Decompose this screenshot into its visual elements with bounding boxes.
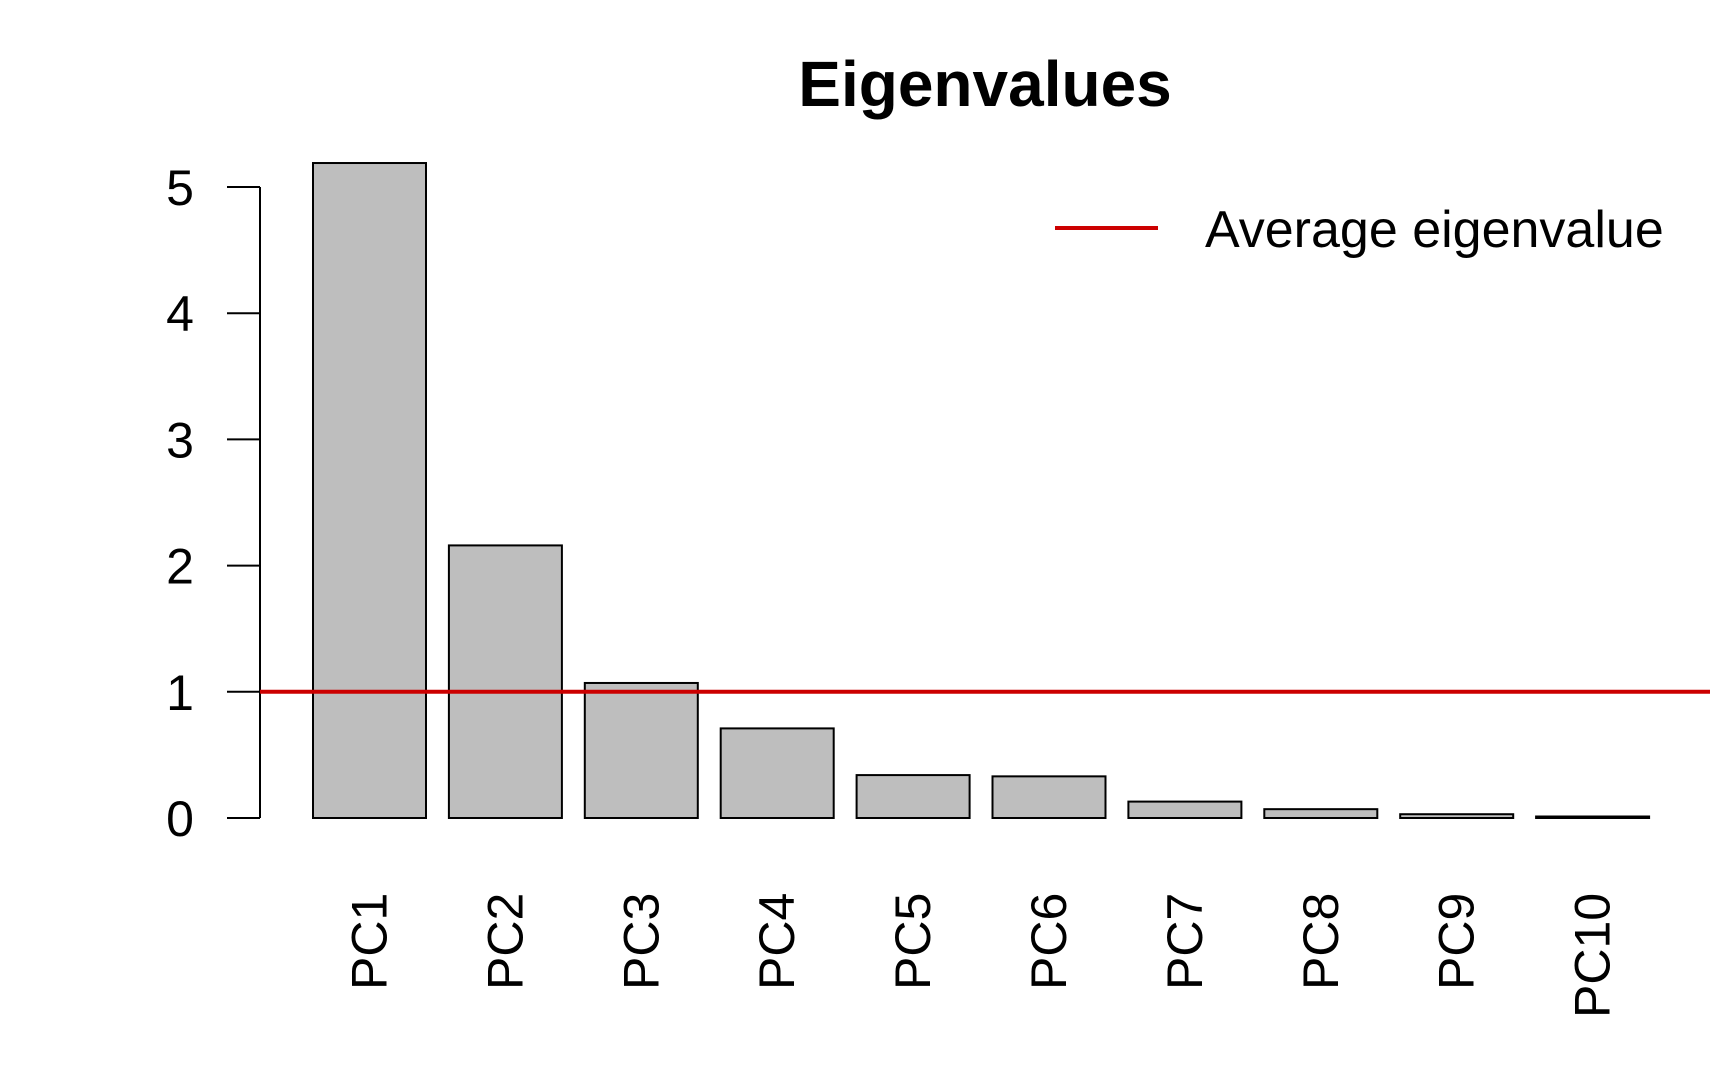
bar-pc7 (1127, 800, 1243, 819)
x-axis-labels: PC1 PC2 PC3 PC4 PC5 PC6 PC7 PC8 PC9 PC10 (342, 893, 1621, 1018)
y-tick-label: 1 (166, 665, 194, 721)
x-tick-label: PC3 (613, 893, 669, 990)
bar-pc6 (991, 775, 1107, 820)
y-tick-label: 5 (166, 160, 194, 216)
x-tick-label: PC5 (885, 893, 941, 990)
x-tick-label: PC8 (1293, 893, 1349, 990)
y-tick-label: 2 (166, 539, 194, 595)
bar-pc5 (855, 774, 971, 819)
bar-pc1 (312, 162, 427, 820)
bar-pc8 (1263, 808, 1379, 820)
y-tick-label: 0 (166, 791, 194, 847)
x-tick-label: PC2 (477, 893, 533, 990)
x-tick-label: PC10 (1565, 893, 1621, 1018)
x-tick-label: PC4 (749, 893, 805, 990)
bars (312, 162, 1651, 820)
bar-pc3 (583, 681, 699, 819)
bar-pc9 (1399, 813, 1515, 819)
y-tick-label: 4 (166, 286, 194, 342)
y-tick-label: 3 (166, 412, 194, 468)
bar-pc2 (447, 544, 563, 820)
y-axis: 0 1 2 3 4 5 (166, 160, 261, 847)
x-tick-label: PC1 (342, 893, 398, 990)
bar-pc4 (719, 727, 835, 820)
chart-title: Eigenvalues (798, 48, 1172, 120)
legend: Average eigenvalue (1055, 201, 1664, 259)
legend-label: Average eigenvalue (1205, 201, 1664, 259)
x-tick-label: PC7 (1157, 893, 1213, 990)
x-tick-label: PC9 (1429, 893, 1485, 990)
x-tick-label: PC6 (1021, 893, 1077, 990)
bar-pc10 (1535, 815, 1651, 819)
